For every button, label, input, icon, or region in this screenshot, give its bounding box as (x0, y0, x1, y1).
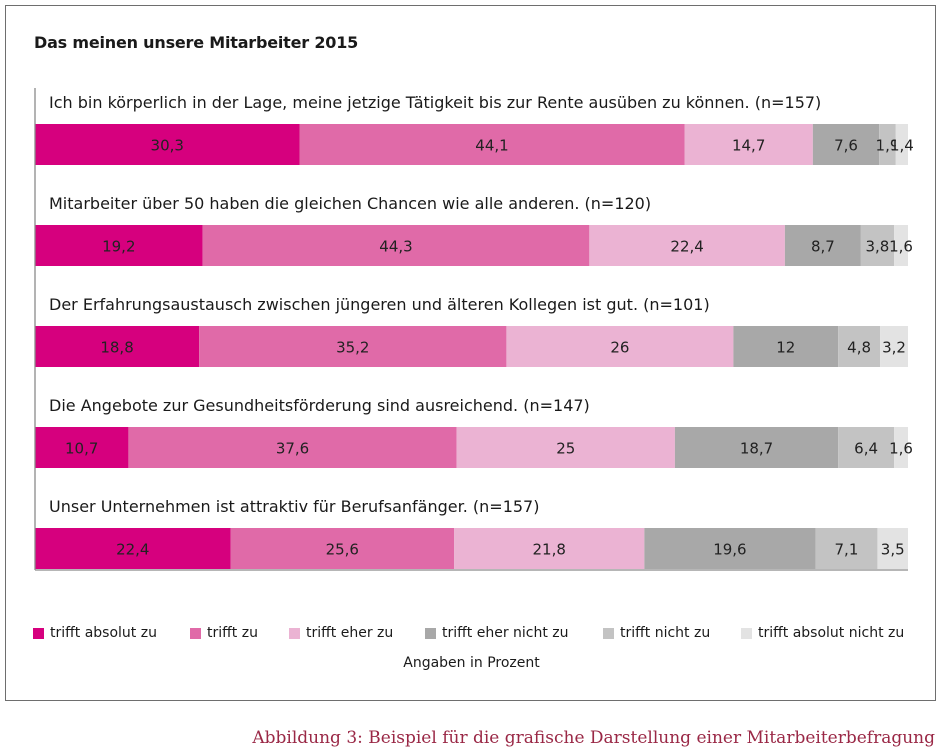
legend-swatch (603, 627, 614, 639)
data-label: 19,2 (102, 238, 135, 256)
data-label: 25 (556, 440, 575, 458)
data-label: 30,3 (151, 137, 184, 155)
legend-label: trifft absolut nicht zu (758, 625, 905, 641)
data-label: 12 (776, 339, 795, 357)
data-label: 19,6 (713, 541, 746, 559)
bar-segment (838, 326, 881, 367)
data-label: 18,8 (100, 339, 133, 357)
question-label: Die Angebote zur Gesundheitsförderung si… (49, 396, 590, 415)
legend-item: trifft absolut zu (33, 625, 157, 641)
legend-swatch (33, 627, 44, 639)
data-label: 37,6 (276, 440, 309, 458)
chart-legend: trifft absolut zu trifft zu trifft eher zu… (33, 625, 923, 647)
data-label: 6,4 (854, 440, 878, 458)
bar-segment (860, 225, 895, 266)
legend-swatch (289, 627, 300, 639)
bar-segment (35, 225, 203, 266)
legend-label: trifft zu (207, 625, 258, 641)
bar-segment (812, 124, 880, 165)
data-label: 7,1 (835, 541, 859, 559)
bar-segment (199, 326, 507, 367)
bar-segment (230, 528, 455, 569)
bar-segment (880, 326, 908, 367)
bar-segment (35, 124, 300, 165)
data-label: 3,8 (866, 238, 890, 256)
question-label: Der Erfahrungsaustausch zwischen jüngere… (49, 295, 710, 314)
question-label: Mitarbeiter über 50 haben die gleichen C… (49, 194, 651, 213)
data-label: 26 (610, 339, 629, 357)
data-label: 1,6 (889, 238, 913, 256)
bar-segment (894, 225, 908, 266)
data-label: 44,3 (379, 238, 412, 256)
bar-segment (35, 326, 200, 367)
legend-item: trifft nicht zu (603, 625, 710, 641)
bar-segment (684, 124, 813, 165)
data-label: 3,2 (882, 339, 906, 357)
legend-label: trifft nicht zu (620, 625, 711, 641)
legend-swatch (425, 627, 436, 639)
data-label: 21,8 (532, 541, 565, 559)
bar-segment (589, 225, 785, 266)
data-label: 14,7 (732, 137, 765, 155)
data-label: 4,8 (847, 339, 871, 357)
data-label: 22,4 (670, 238, 703, 256)
legend-label: trifft eher nicht zu (442, 625, 569, 641)
legend-item: trifft absolut nicht zu (741, 625, 904, 641)
figure-caption: Abbildung 3: Beispiel für die grafische … (252, 728, 935, 748)
data-label: 44,1 (475, 137, 508, 155)
bar-segment (35, 427, 129, 468)
bar-segment (202, 225, 590, 266)
bar-segment (784, 225, 861, 266)
data-label: 25,6 (326, 541, 359, 559)
bar-segment (815, 528, 878, 569)
bar-segment (674, 427, 839, 468)
bar-segment (894, 427, 908, 468)
bar-segment (895, 124, 908, 165)
legend-item: trifft eher nicht zu (425, 625, 569, 641)
bar-segment (454, 528, 645, 569)
bar-segment (877, 528, 908, 569)
unit-note: Angaben in Prozent (403, 655, 540, 671)
chart-title: Das meinen unsere Mitarbeiter 2015 (34, 33, 359, 52)
legend-swatch (190, 627, 201, 639)
bar-segment (35, 528, 231, 569)
bar-segment (644, 528, 816, 569)
legend-swatch (741, 627, 752, 639)
data-label: 10,7 (65, 440, 98, 458)
legend-label: trifft eher zu (306, 625, 394, 641)
bar-segment (506, 326, 734, 367)
data-label: 1,9 (876, 137, 900, 155)
bar-segment (456, 427, 675, 468)
data-label: 1,4 (890, 137, 914, 155)
legend-item: trifft zu (190, 625, 258, 641)
bar-segment (838, 427, 895, 468)
bar-segment (299, 124, 685, 165)
question-label: Unser Unternehmen ist attraktiv für Beru… (49, 497, 539, 516)
legend-label: trifft absolut zu (50, 625, 157, 641)
data-label: 35,2 (336, 339, 369, 357)
data-label: 1,6 (889, 440, 913, 458)
data-label: 18,7 (740, 440, 773, 458)
data-label: 8,7 (811, 238, 835, 256)
data-label: 22,4 (116, 541, 149, 559)
stacked-bar-chart: Ich bin körperlich in der Lage, meine je… (34, 88, 914, 571)
legend-item: trifft eher zu (289, 625, 393, 641)
bar-segment (128, 427, 457, 468)
bar-segment (733, 326, 839, 367)
question-label: Ich bin körperlich in der Lage, meine je… (49, 93, 821, 112)
data-label: 3,5 (881, 541, 905, 559)
data-label: 7,6 (834, 137, 858, 155)
bar-segment (879, 124, 896, 165)
